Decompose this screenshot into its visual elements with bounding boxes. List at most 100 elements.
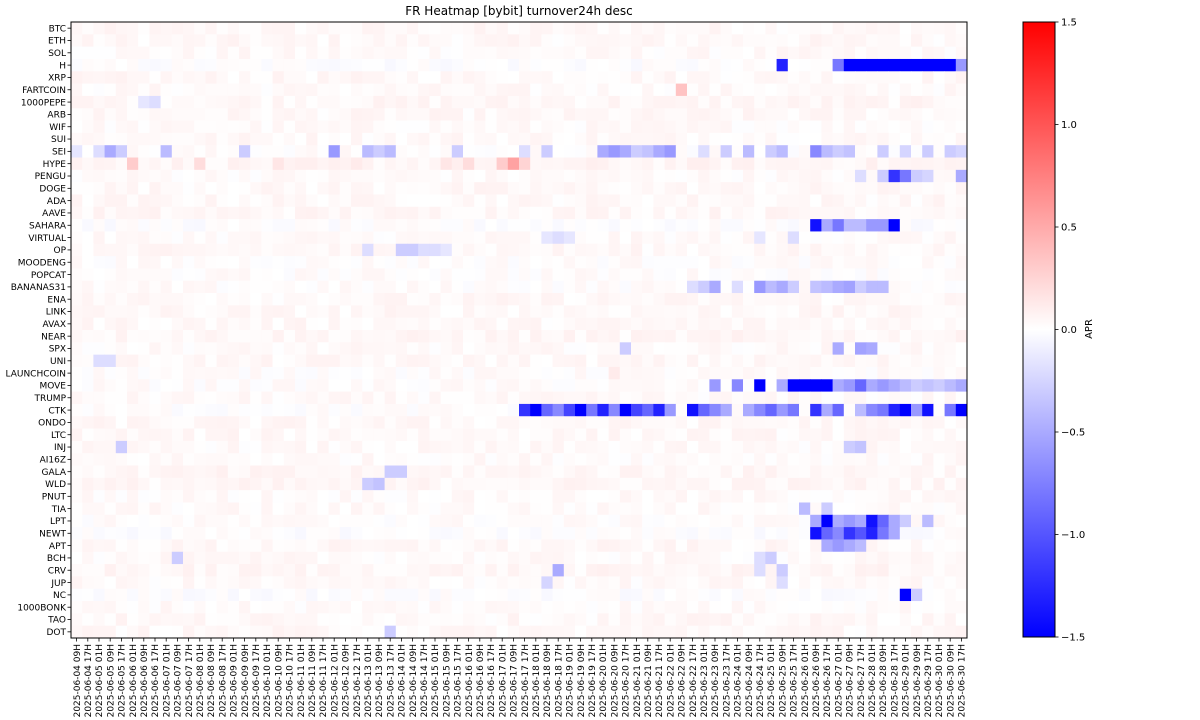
heatmap-cell <box>507 477 520 491</box>
heatmap-cell <box>216 256 229 269</box>
heatmap-cell <box>283 256 296 269</box>
heatmap-cell <box>395 169 408 183</box>
heatmap-cell <box>832 527 845 540</box>
heatmap-cell <box>496 502 509 516</box>
row-label: BANANAS31 <box>11 283 66 293</box>
heatmap-cell <box>888 243 901 257</box>
heatmap-cell <box>507 403 520 417</box>
column-label: 2025-06-11 09H <box>308 644 318 717</box>
heatmap-cell <box>451 366 464 380</box>
heatmap-cell <box>317 22 329 35</box>
heatmap-cell <box>373 477 385 491</box>
heatmap-cell <box>474 391 486 405</box>
heatmap-cell <box>776 34 789 48</box>
heatmap-cell <box>373 120 385 134</box>
heatmap-cell <box>743 490 755 503</box>
heatmap-cell <box>765 157 777 171</box>
heatmap-cell <box>933 71 945 84</box>
heatmap-cell <box>127 613 139 627</box>
heatmap-cell <box>541 330 553 343</box>
heatmap-cell <box>127 22 139 35</box>
heatmap-cell <box>944 293 957 306</box>
heatmap-cell <box>855 588 867 602</box>
heatmap-cell <box>877 219 889 232</box>
heatmap-cell <box>608 157 621 171</box>
heatmap-cell <box>183 625 195 639</box>
heatmap-cell <box>709 588 721 602</box>
heatmap-cell <box>877 58 889 72</box>
heatmap-cell <box>507 453 520 466</box>
heatmap-cell <box>675 613 688 627</box>
heatmap-cell <box>317 293 329 306</box>
heatmap-cell <box>328 83 341 97</box>
heatmap-cell <box>216 416 229 429</box>
heatmap-cell <box>205 551 217 565</box>
heatmap-cell <box>295 366 307 380</box>
row-label: INJ <box>54 443 66 453</box>
heatmap-cell <box>631 305 643 319</box>
heatmap-cell <box>586 120 598 134</box>
heatmap-cell <box>687 539 699 553</box>
heatmap-cell <box>664 317 677 331</box>
heatmap-cell <box>575 613 587 627</box>
heatmap-cell <box>664 342 677 356</box>
heatmap-cell <box>653 95 665 109</box>
heatmap-cell <box>71 268 83 282</box>
heatmap-cell <box>205 379 217 392</box>
heatmap-cell <box>653 342 665 356</box>
heatmap-cell <box>496 391 509 405</box>
heatmap-cell <box>149 268 161 282</box>
heatmap-cell <box>888 601 901 614</box>
heatmap-cell <box>709 342 721 356</box>
heatmap-cell <box>575 194 587 208</box>
column-label: 2025-06-07 17H <box>185 644 195 717</box>
heatmap-cell <box>171 231 184 245</box>
heatmap-cell <box>451 58 464 72</box>
row-labels: BTCETHSOLHXRPFARTCOIN1000PEPEARBWIFSUISE… <box>5 24 71 638</box>
heatmap-cell <box>743 527 755 540</box>
heatmap-cell <box>485 477 497 491</box>
heatmap-cell <box>171 219 184 232</box>
heatmap-cell <box>642 502 654 516</box>
heatmap-cell <box>575 256 587 269</box>
heatmap-cell <box>687 391 699 405</box>
heatmap-cell <box>877 625 889 639</box>
heatmap-cell <box>71 83 83 97</box>
heatmap-cell <box>597 169 609 183</box>
heatmap-cell <box>911 502 923 516</box>
heatmap-cell <box>955 219 968 232</box>
heatmap-cell <box>664 514 677 528</box>
heatmap-cell <box>216 83 229 97</box>
heatmap-cell <box>496 120 509 134</box>
heatmap-cell <box>586 613 598 627</box>
heatmap-cell <box>93 145 105 158</box>
heatmap-cell <box>250 169 262 183</box>
heatmap-cell <box>552 379 565 392</box>
heatmap-cell <box>944 527 957 540</box>
heatmap-cell <box>407 564 419 577</box>
heatmap-cell <box>306 145 318 158</box>
heatmap-cell <box>93 132 105 146</box>
row-label: 1000BONK <box>17 603 67 613</box>
heatmap-cell <box>776 428 789 442</box>
heatmap-cell <box>675 182 688 195</box>
heatmap-cell <box>261 71 273 84</box>
column-label: 2025-06-28 09H <box>879 644 889 717</box>
heatmap-cell <box>496 145 509 158</box>
heatmap-cell <box>463 527 475 540</box>
heatmap-cell <box>955 83 968 97</box>
heatmap-cell <box>171 317 184 331</box>
heatmap-cell <box>227 169 240 183</box>
heatmap-cell <box>227 71 240 84</box>
heatmap-cell <box>631 206 643 220</box>
heatmap-cell <box>216 157 229 171</box>
heatmap-cell <box>619 601 632 614</box>
heatmap-cell <box>373 613 385 627</box>
heatmap-cell <box>776 132 789 146</box>
heatmap-cell <box>541 71 553 84</box>
heatmap-cell <box>743 330 755 343</box>
heatmap-cell <box>407 527 419 540</box>
heatmap-cell <box>642 268 654 282</box>
heatmap-cell <box>216 34 229 48</box>
heatmap-cell <box>351 403 363 417</box>
